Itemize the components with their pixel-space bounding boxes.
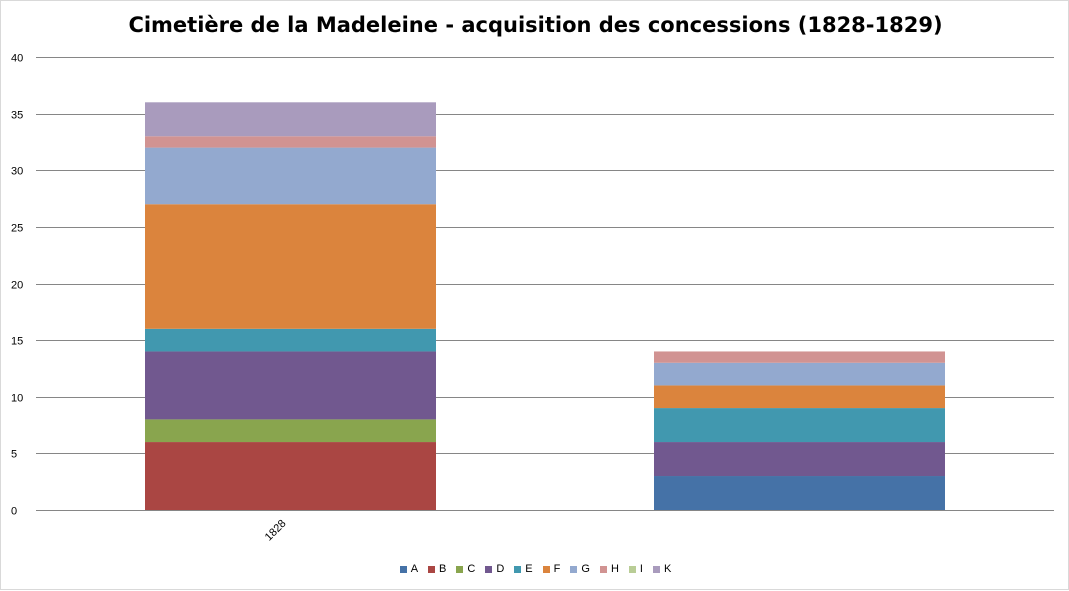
legend-item-c: C (456, 563, 475, 575)
legend-label: H (610, 563, 619, 575)
bar-segment-c-1 (145, 419, 436, 443)
legend-swatch (542, 565, 550, 573)
bar-segment-k-1 (145, 102, 436, 137)
legend-item-i: I (628, 563, 643, 575)
y-tick-label: 35 (11, 110, 23, 122)
legend-label: A (410, 563, 419, 575)
bar-segment-g-1 (145, 147, 436, 205)
bar-segment-f-1 (145, 204, 436, 329)
legend-item-e: E (514, 563, 533, 575)
legend-label: I (639, 563, 643, 575)
bar-segment-h-1 (145, 136, 436, 148)
chart-title: Cimetière de la Madeleine - acquisition … (128, 13, 943, 37)
legend-label: K (663, 563, 672, 575)
legend-item-b: B (428, 563, 446, 575)
y-tick-label: 20 (11, 280, 23, 292)
y-tick-label: 0 (11, 506, 17, 518)
legend-swatch (428, 565, 436, 573)
legend-swatch (514, 565, 522, 573)
y-tick-label: 25 (11, 223, 23, 235)
y-tick-label: 5 (11, 449, 17, 461)
bar-segment-h-2 (654, 351, 945, 363)
legend-label: F (553, 563, 561, 575)
legend-label: D (496, 563, 505, 575)
legend-label: C (467, 563, 476, 575)
y-tick-label: 30 (11, 166, 23, 178)
legend-label: E (525, 563, 533, 575)
legend-swatch (628, 565, 636, 573)
y-tick-label: 10 (11, 393, 23, 405)
bar-segment-e-2 (654, 408, 945, 443)
legend-swatch (599, 565, 607, 573)
legend-swatch (652, 565, 660, 573)
bar-segment-d-2 (654, 442, 945, 477)
bar-segment-f-2 (654, 385, 945, 409)
bar-segment-g-2 (654, 362, 945, 386)
legend-item-f: F (542, 563, 561, 575)
bar-segment-a-2 (654, 476, 945, 510)
legend-item-a: A (399, 563, 419, 575)
legend-swatch (456, 565, 464, 573)
legend-swatch (570, 565, 578, 573)
legend-item-k: K (652, 563, 672, 575)
legend-label: G (581, 563, 590, 575)
legend-swatch (485, 565, 493, 573)
bar-segment-b-1 (145, 442, 436, 510)
x-tick-label: 1828 (263, 518, 289, 544)
legend-swatch (399, 565, 407, 573)
y-tick-label: 15 (11, 336, 23, 348)
legend-item-g: G (570, 563, 590, 575)
legend-item-h: H (599, 563, 619, 575)
legend-item-d: D (485, 563, 504, 575)
legend-label: B (439, 563, 447, 575)
y-tick-label: 40 (11, 53, 23, 65)
bar-segment-d-1 (145, 351, 436, 420)
bar-segment-e-1 (145, 328, 436, 352)
